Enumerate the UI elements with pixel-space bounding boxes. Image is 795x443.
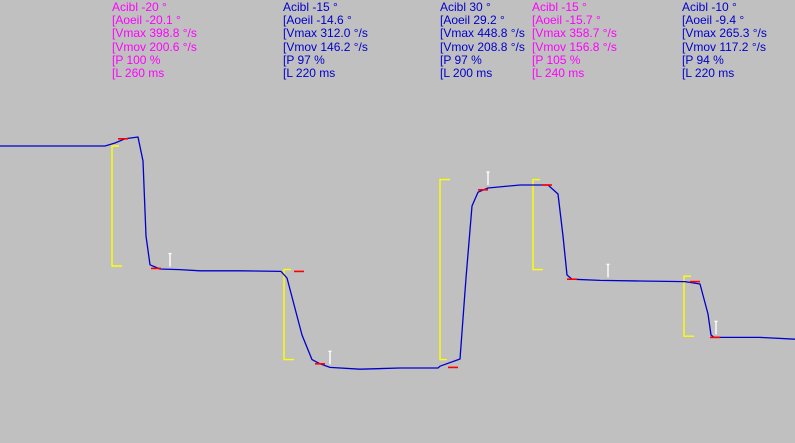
peak-velocity-label: [Vmax 312.0 °/s <box>283 26 368 41</box>
target-amplitude-label: Acibl -10 ° <box>682 0 737 14</box>
target-amplitude-label: Acibl -20 ° <box>112 0 167 14</box>
eye-amplitude-label: [Aoeil 29.2 ° <box>440 13 505 28</box>
precision-label: [P 97 % <box>283 52 325 67</box>
precision-label: [P 97 % <box>440 52 482 67</box>
saccade-stats-4: Acibl -15 ° [Aoeil -15.7 ° [Vmax 358.7 °/s… <box>532 0 617 81</box>
eye-amplitude-label: [Aoeil -15.7 ° <box>532 13 601 28</box>
saccade-stats-2: Acibl -15 ° [Aoeil -14.6 ° [Vmax 312.0 °/s… <box>283 0 368 81</box>
mean-velocity-label: [Vmov 200.6 °/s <box>112 39 197 54</box>
precision-label: [P 105 % <box>532 52 581 67</box>
eye-amplitude-label: [Aoeil -9.4 ° <box>682 13 745 28</box>
mean-velocity-label: [Vmov 208.8 °/s <box>440 39 525 54</box>
latency-label: [L 220 ms <box>682 66 735 81</box>
mean-velocity-label: [Vmov 117.2 °/s <box>682 39 766 54</box>
target-amplitude-label: Acibl -15 ° <box>532 0 587 14</box>
saccade-stats-5: Acibl -10 ° [Aoeil -9.4 ° [Vmax 265.3 °/s[… <box>682 0 767 81</box>
peak-velocity-label: [Vmax 265.3 °/s <box>682 26 767 41</box>
peak-velocity-label: [Vmax 358.7 °/s <box>532 26 617 41</box>
target-step-2 <box>283 268 294 361</box>
mean-velocity-label: [Vmov 156.8 °/s <box>532 39 617 54</box>
precision-label: [P 100 % <box>112 52 161 67</box>
peak-velocity-label: [Vmax 448.8 °/s <box>440 26 525 41</box>
saccade-stats-1: Acibl -20 ° [Aoeil -20.1 ° [Vmax 398.8 °/s… <box>112 0 197 81</box>
target-step-1 <box>111 145 122 267</box>
eye-trace-line <box>0 136 795 370</box>
saccade-stats-3: Acibl 30 ° [Aoeil 29.2 ° [Vmax 448.8 °/s [V… <box>440 0 525 81</box>
eye-amplitude-label: [Aoeil -20.1 ° <box>112 13 181 28</box>
latency-label: [L 260 ms <box>112 66 165 81</box>
target-step-4 <box>532 178 543 271</box>
mean-velocity-label: [Vmov 146.2 °/s <box>283 39 368 54</box>
latency-label: [L 200 ms <box>440 66 493 81</box>
target-step-5 <box>683 275 694 337</box>
target-amplitude-label: Acibl -15 ° <box>283 0 338 14</box>
latency-label: [L 240 ms <box>532 66 585 81</box>
latency-label: [L 220 ms <box>283 66 336 81</box>
target-amplitude-label: Acibl 30 ° <box>440 0 491 14</box>
precision-label: [P 94 % <box>682 52 724 67</box>
peak-velocity-label: [Vmax 398.8 °/s <box>112 26 197 41</box>
eye-amplitude-label: [Aoeil -14.6 ° <box>283 13 352 28</box>
target-step-3 <box>439 178 450 361</box>
